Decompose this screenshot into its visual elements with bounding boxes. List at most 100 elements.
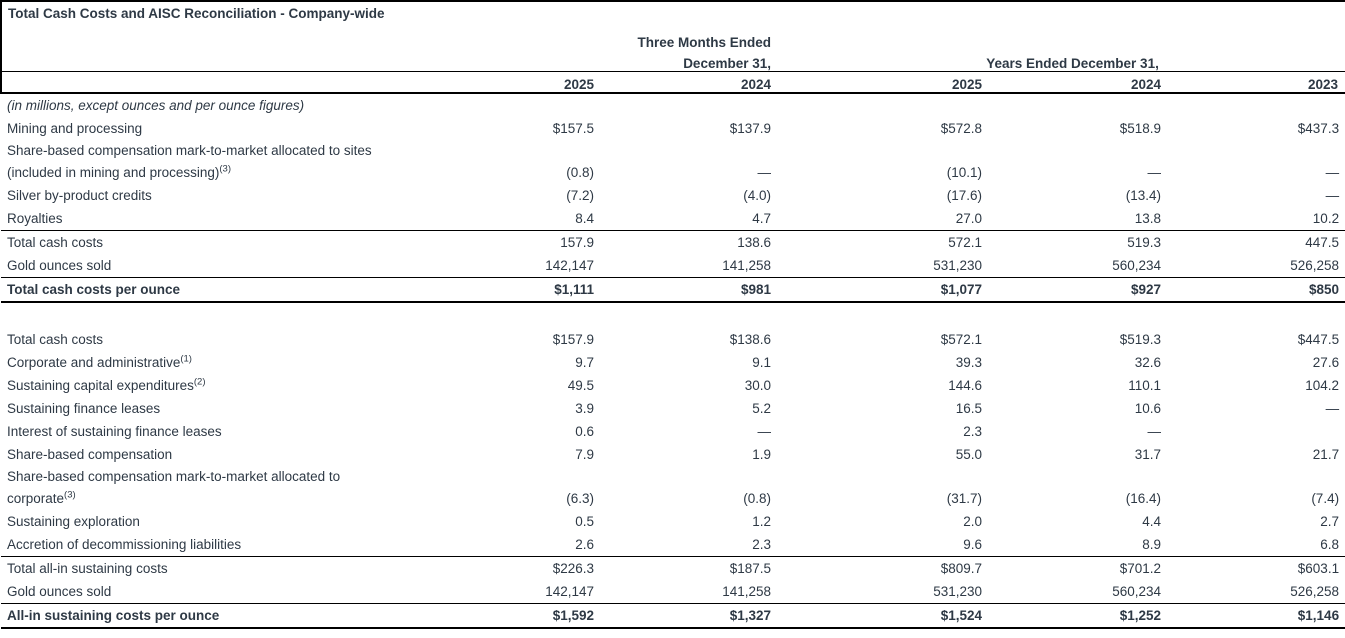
year-group-header: Years Ended December 31, <box>778 50 1345 72</box>
value-cell: 141,258 <box>722 584 771 599</box>
value-cell: — <box>1147 165 1162 180</box>
value-cell: $1,111 <box>456 277 601 303</box>
column-group-row-1: Three Months Ended <box>0 29 1345 50</box>
value-cell <box>1168 420 1345 443</box>
value-cell: 560,234 <box>1112 258 1161 273</box>
value-cell: 8.9 <box>1142 537 1161 552</box>
value-cell: (17.6) <box>946 188 982 203</box>
quarter-group-header-line2: December 31, <box>683 56 771 71</box>
value-cell: 2.0 <box>963 514 982 529</box>
value-cell: $927 <box>989 277 1168 303</box>
table-row: Total cash costs $157.9 $138.6 $572.1 $519.3… <box>1 328 1345 351</box>
year-header-row: 2025 2024 2025 2024 2023 <box>0 71 1345 94</box>
year-header-q-2024: 2024 <box>601 71 778 94</box>
value-cell: 31.7 <box>1134 447 1161 462</box>
value-cell: 2.6 <box>575 537 594 552</box>
row-label: Share-based compensation <box>7 447 173 462</box>
value-cell: (6.3) <box>566 491 594 506</box>
value-cell: $137.9 <box>729 121 771 136</box>
value-cell: 4.4 <box>1142 514 1161 529</box>
year-header-q-2025: 2025 <box>456 71 601 94</box>
row-label: Accretion of decommissioning liabilities <box>7 537 242 552</box>
table-row: Sustaining exploration 0.5 1.2 2.0 4.4 2.7 <box>1 510 1345 533</box>
value-cell: 55.0 <box>955 447 982 462</box>
value-cell: (10.1) <box>946 165 982 180</box>
value-cell: 9.7 <box>575 355 594 370</box>
row-label: Total all-in sustaining costs <box>1 556 456 580</box>
row-label: All-in sustaining costs per ounce <box>1 603 456 629</box>
table-row: Total cash costs per ounce $1,111 $981 $1,0… <box>1 277 1345 303</box>
row-label: Gold ounces sold <box>7 258 112 273</box>
year-header-y-2025: 2025 <box>778 71 989 94</box>
value-cell: $138.6 <box>729 332 771 347</box>
value-cell: 531,230 <box>933 584 982 599</box>
value-cell: 9.6 <box>963 537 982 552</box>
table-row: Royalties 8.4 4.7 27.0 13.8 10.2 <box>1 207 1345 231</box>
value-cell: 142,147 <box>545 584 594 599</box>
spacer-cell <box>1 302 1345 328</box>
table-row: Share-based compensation mark-to-market … <box>1 466 1345 510</box>
table-row: Total cash costs 157.9 138.6 572.1 519.3 447.… <box>1 230 1345 254</box>
table-row: Accretion of decommissioning liabilities… <box>1 533 1345 557</box>
row-label: Share-based compensation mark-to-market … <box>7 469 341 506</box>
value-cell: 0.6 <box>575 424 594 439</box>
value-cell: 104.2 <box>1305 378 1340 393</box>
footnote-ref: (3) <box>219 163 231 175</box>
value-cell: — <box>1147 424 1162 439</box>
value-cell: 526,258 <box>1290 258 1340 273</box>
value-cell: (7.2) <box>566 188 594 203</box>
table-row: Share-based compensation 7.9 1.9 55.0 31.7 21… <box>1 443 1345 466</box>
value-cell: (0.8) <box>566 165 594 180</box>
spacer-row <box>1 302 1345 328</box>
value-cell: 572.1 <box>778 230 989 254</box>
title-row: Total Cash Costs and AISC Reconciliation… <box>0 0 1345 29</box>
value-cell: — <box>1325 165 1340 180</box>
year-header-y-2023: 2023 <box>1168 71 1345 94</box>
value-cell: $701.2 <box>989 556 1168 580</box>
value-cell: 3.9 <box>575 401 594 416</box>
table-row: Silver by-product credits (7.2) (4.0) (17.6… <box>1 184 1345 207</box>
units-note: (in millions, except ounces and per ounc… <box>7 98 305 113</box>
row-label: Total cash costs <box>7 332 104 347</box>
footnote-ref: (3) <box>64 489 76 501</box>
row-label: Royalties <box>7 211 63 226</box>
value-cell: 1.2 <box>752 514 771 529</box>
row-label: Gold ounces sold <box>7 584 112 599</box>
value-cell: 560,234 <box>1112 584 1161 599</box>
row-label: Corporate and administrative(1) <box>7 353 192 370</box>
value-cell: 447.5 <box>1168 230 1345 254</box>
value-cell: $157.5 <box>552 121 594 136</box>
table-row: Gold ounces sold 142,147 141,258 531,230 560… <box>1 254 1345 278</box>
value-cell: 6.8 <box>1320 537 1340 552</box>
value-cell: $519.3 <box>1119 332 1161 347</box>
table-row: Sustaining capital expenditures(2) 49.5 30… <box>1 374 1345 397</box>
table-row: Mining and processing $157.5 $137.9 $572.8 $… <box>1 117 1345 140</box>
value-cell: 49.5 <box>567 378 594 393</box>
row-label: Total cash costs <box>1 230 456 254</box>
value-cell: (0.8) <box>743 491 771 506</box>
row-label: Share-based compensation mark-to-market … <box>7 143 372 180</box>
value-cell: $603.1 <box>1168 556 1345 580</box>
value-cell: — <box>1325 401 1340 416</box>
table-row: Gold ounces sold 142,147 141,258 531,230 560… <box>1 580 1345 604</box>
value-cell: 110.1 <box>1128 378 1161 393</box>
table-row: Interest of sustaining finance leases 0.6… <box>1 420 1345 443</box>
row-label: Silver by-product credits <box>7 188 152 203</box>
row-label: Sustaining exploration <box>7 514 140 529</box>
value-cell: $850 <box>1168 277 1345 303</box>
empty-cell <box>778 29 1345 50</box>
row-label: Interest of sustaining finance leases <box>7 424 222 439</box>
table-header: Total Cash Costs and AISC Reconciliation… <box>0 0 1345 94</box>
table-row: All-in sustaining costs per ounce $1,592 $… <box>1 603 1345 629</box>
value-cell: (7.4) <box>1311 491 1340 506</box>
table-row: Corporate and administrative(1) 9.7 9.1 39.… <box>1 351 1345 374</box>
table-row: Sustaining finance leases 3.9 5.2 16.5 10.6 — <box>1 397 1345 420</box>
value-cell: $1,252 <box>989 603 1168 629</box>
value-cell: (31.7) <box>946 491 982 506</box>
row-label: Total cash costs per ounce <box>1 277 456 303</box>
value-cell: 27.6 <box>1312 355 1340 370</box>
value-cell: 30.0 <box>744 378 771 393</box>
value-cell: $447.5 <box>1297 332 1340 347</box>
value-cell: 7.9 <box>575 447 594 462</box>
